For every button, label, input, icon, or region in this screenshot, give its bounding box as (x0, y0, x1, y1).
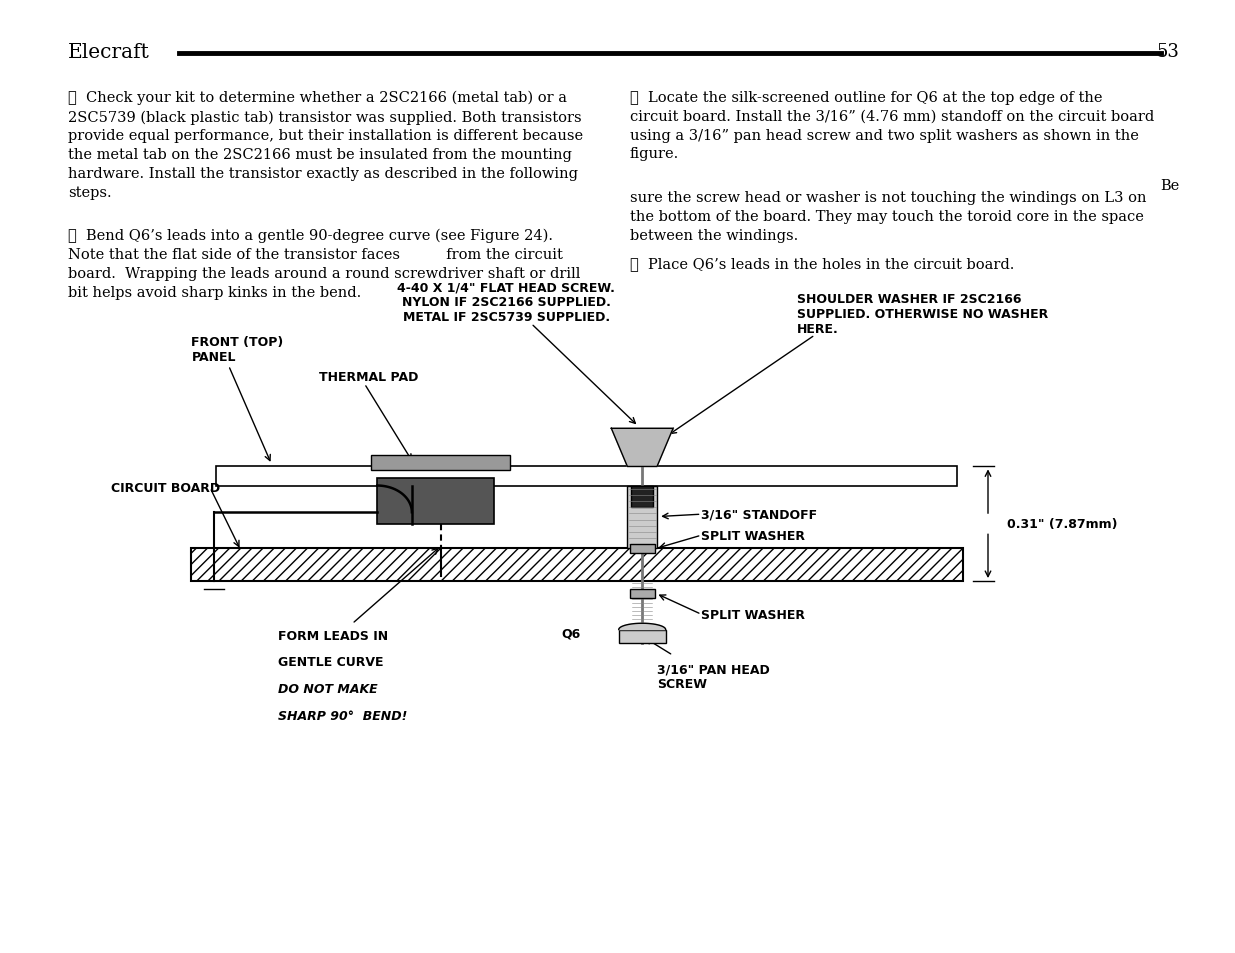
Polygon shape (619, 623, 666, 630)
Text: FRONT (TOP)
PANEL: FRONT (TOP) PANEL (191, 336, 284, 364)
Text: sure the screw head or washer is not touching the windings on L3 on
the bottom o: sure the screw head or washer is not tou… (630, 191, 1146, 242)
Text: ☐  Place Q6’s leads in the holes in the circuit board.: ☐ Place Q6’s leads in the holes in the c… (630, 257, 1014, 272)
Text: ☐  Locate the silk-screened outline for Q6 at the top edge of the
circuit board.: ☐ Locate the silk-screened outline for Q… (630, 91, 1153, 161)
Text: ☐  Check your kit to determine whether a 2SC2166 (metal tab) or a
2SC5739 (black: ☐ Check your kit to determine whether a … (68, 91, 583, 200)
Text: Be: Be (1160, 179, 1179, 193)
Text: SHOULDER WASHER IF 2SC2166
SUPPLIED. OTHERWISE NO WASHER
HERE.: SHOULDER WASHER IF 2SC2166 SUPPLIED. OTH… (797, 293, 1047, 335)
Text: Q6: Q6 (561, 627, 580, 640)
Text: 0.31" (7.87mm): 0.31" (7.87mm) (1007, 517, 1116, 531)
Text: SHARP 90°  BEND!: SHARP 90° BEND! (278, 709, 408, 722)
Polygon shape (611, 429, 673, 467)
Text: 53: 53 (1156, 43, 1179, 61)
Bar (630, 544, 655, 554)
Text: FORM LEADS IN: FORM LEADS IN (278, 629, 388, 642)
Text: 4-40 X 1/4" FLAT HEAD SCREW.
NYLON IF 2SC2166 SUPPLIED.
METAL IF 2SC5739 SUPPLIE: 4-40 X 1/4" FLAT HEAD SCREW. NYLON IF 2S… (398, 281, 615, 324)
Text: Elecraft: Elecraft (68, 43, 149, 62)
Bar (630, 589, 655, 598)
Text: THERMAL PAD: THERMAL PAD (319, 371, 417, 384)
Bar (627, 486, 657, 548)
Text: 3/16" STANDOFF: 3/16" STANDOFF (701, 508, 818, 521)
Text: CIRCUIT BOARD: CIRCUIT BOARD (111, 481, 220, 495)
Bar (619, 630, 666, 643)
Text: ☐  Bend Q6’s leads into a gentle 90-degree curve (see Figure 24).
Note that the : ☐ Bend Q6’s leads into a gentle 90-degre… (68, 229, 580, 300)
Text: SPLIT WASHER: SPLIT WASHER (701, 529, 805, 542)
Text: SPLIT WASHER: SPLIT WASHER (701, 608, 805, 621)
Bar (216, 467, 957, 486)
Bar (191, 548, 963, 581)
Text: 3/16" PAN HEAD
SCREW: 3/16" PAN HEAD SCREW (657, 662, 769, 690)
Text: DO NOT MAKE: DO NOT MAKE (278, 682, 378, 696)
Bar (377, 478, 494, 524)
Text: GENTLE CURVE: GENTLE CURVE (278, 656, 383, 669)
Bar (631, 486, 653, 507)
Bar (370, 456, 510, 471)
